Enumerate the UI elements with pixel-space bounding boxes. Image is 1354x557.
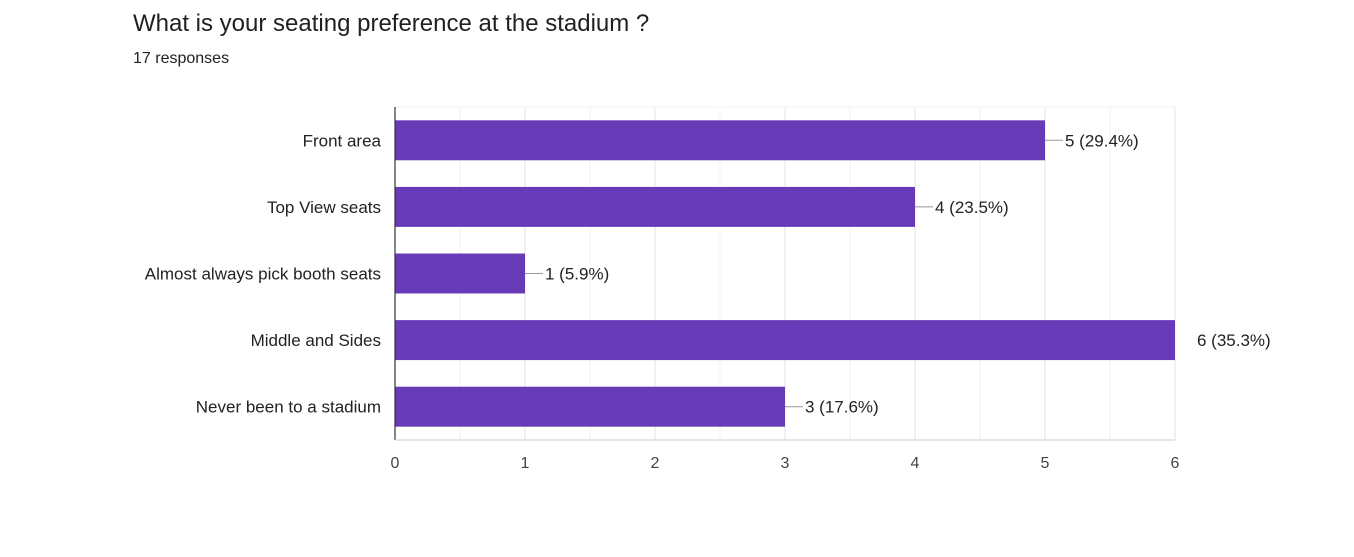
axes	[394, 107, 1175, 441]
data-label: 3 (17.6%)	[805, 398, 879, 417]
category-label: Never been to a stadium	[196, 398, 381, 417]
data-label: 1 (5.9%)	[545, 265, 609, 284]
bar-4	[395, 386, 785, 427]
labels: Front area 5 (29.4%) Top View seats 4 (23.5…	[145, 131, 1271, 472]
data-label: 5 (29.4%)	[1065, 131, 1139, 150]
category-label: Front area	[303, 131, 382, 150]
bar-0	[395, 120, 1045, 161]
x-tick-label: 6	[1171, 455, 1180, 472]
category-label: Almost always pick booth seats	[145, 265, 381, 284]
bar-3	[395, 320, 1175, 361]
response-count: 17 responses	[133, 50, 230, 67]
category-label: Middle and Sides	[251, 331, 381, 350]
category-label: Top View seats	[267, 198, 381, 217]
data-label: 6 (35.3%)	[1197, 331, 1271, 350]
x-tick-label: 1	[521, 455, 530, 472]
bars	[395, 120, 1175, 427]
x-tick-label: 4	[911, 455, 920, 472]
bar-1	[395, 186, 915, 227]
x-tick-label: 2	[651, 455, 660, 472]
x-tick-label: 0	[391, 455, 400, 472]
x-tick-label: 5	[1041, 455, 1050, 472]
x-tick-label: 3	[781, 455, 790, 472]
data-label: 4 (23.5%)	[935, 198, 1009, 217]
bar-2	[395, 253, 525, 294]
chart-title: What is your seating preference at the s…	[133, 10, 650, 37]
